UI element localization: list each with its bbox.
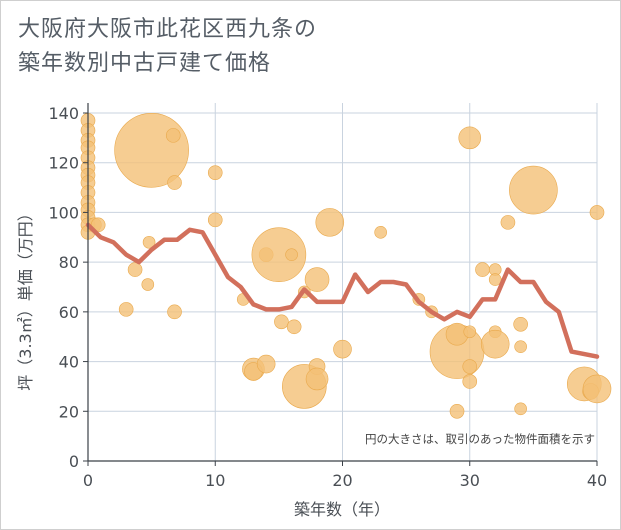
y-tick-labels: 0 20 40 60 80 100 120 140 <box>48 104 79 471</box>
data-bubble-52 <box>475 262 490 277</box>
data-bubble-29 <box>256 354 276 374</box>
data-bubble-21 <box>165 128 181 143</box>
data-bubble-17 <box>127 262 143 277</box>
data-bubble-39 <box>305 367 329 391</box>
x-tick-label-30: 30 <box>460 471 480 490</box>
x-tick-label-40: 40 <box>587 471 607 490</box>
data-bubble-49 <box>463 325 477 339</box>
data-bubble-40 <box>315 208 345 237</box>
data-bubble-33 <box>285 248 298 261</box>
data-bubble-24 <box>207 165 223 180</box>
data-bubble-57 <box>500 215 516 230</box>
data-bubble-25 <box>207 212 223 228</box>
data-bubble-23 <box>167 304 182 320</box>
axes <box>83 103 598 466</box>
y-tick-label-140: 140 <box>48 104 79 123</box>
data-bubble-54 <box>488 273 502 286</box>
data-bubble-51 <box>462 374 478 389</box>
x-tick-label-20: 20 <box>332 471 352 490</box>
y-axis-label: 坪（3.3㎡）単価（万円） <box>16 205 35 390</box>
data-bubble-42 <box>374 226 387 239</box>
data-bubble-32 <box>274 314 289 330</box>
data-bubble-31 <box>251 227 307 282</box>
chart-title-line-2: 築年数別中古戸建て価格 <box>18 51 272 76</box>
y-tick-label-20: 20 <box>59 402 79 421</box>
average-line-series <box>85 222 600 359</box>
data-bubble-16 <box>118 302 134 317</box>
data-bubble-61 <box>509 165 558 215</box>
x-tick-label-0: 0 <box>83 471 93 490</box>
y-tick-label-100: 100 <box>48 203 79 222</box>
x-tick-label-10: 10 <box>205 471 225 490</box>
y-tick-label-60: 60 <box>59 303 79 322</box>
data-bubble-58 <box>513 316 528 332</box>
data-bubble-41 <box>333 339 352 359</box>
chart-title-line-1: 大阪府大阪市此花区西九条の <box>18 17 318 42</box>
data-bubble-56 <box>480 329 510 359</box>
data-bubble-47 <box>449 403 465 419</box>
data-bubble-64 <box>589 205 605 220</box>
y-tick-label-120: 120 <box>48 154 79 173</box>
data-bubble-59 <box>514 340 527 353</box>
bubble-series <box>80 112 612 419</box>
average-price-line <box>85 222 600 359</box>
data-bubble-37 <box>304 267 330 292</box>
data-bubble-34 <box>286 319 302 335</box>
x-axis-label: 築年数（年） <box>294 500 390 519</box>
x-tick-labels: 0 10 20 30 40 <box>83 471 607 490</box>
size-annotation: 円の大きさは、取引のあった物件面積を示す <box>365 432 595 446</box>
data-bubble-50 <box>462 359 478 374</box>
y-tick-label-80: 80 <box>59 253 79 272</box>
y-tick-label-40: 40 <box>59 353 79 372</box>
data-bubble-22 <box>167 175 182 190</box>
data-bubble-60 <box>514 402 527 416</box>
data-bubble-19 <box>142 235 156 249</box>
y-tick-label-0: 0 <box>69 452 79 471</box>
chart-title: 大阪府大阪市此花区西九条の 築年数別中古戸建て価格 <box>18 13 317 81</box>
data-bubble-48 <box>458 126 482 150</box>
data-bubble-18 <box>141 278 155 291</box>
data-bubble-65 <box>582 374 612 404</box>
